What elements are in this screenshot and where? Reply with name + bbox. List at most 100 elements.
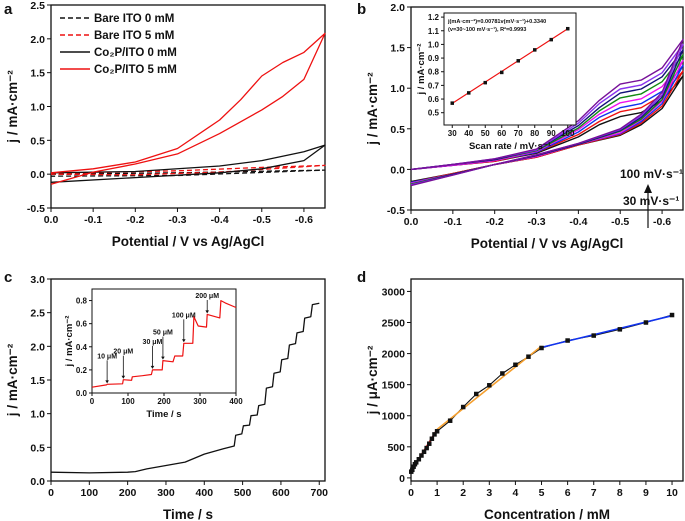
data-point [429, 436, 435, 441]
data-point [419, 453, 424, 458]
legend-label: Co₂P/ITO 0 mM [94, 47, 177, 59]
y-tick-label: 500 [387, 442, 405, 454]
x-tick-label: 5 [539, 487, 545, 499]
y-axis-label: j / μA·cm⁻² [365, 345, 380, 415]
inset-low-concentration: 0 100 200 300 400 0.0 0.2 0.4 0.6 0.8 Time / s j / … [64, 288, 243, 420]
data-point [416, 456, 422, 462]
inset-current-curve [91, 300, 237, 388]
panel-a-cv-comparison: a0.0 -0.1 -0.2 -0.3 -0.4 -0.5 -0.6-0.50.00.51.… [4, 0, 326, 249]
cv-curve-100-mv-s [410, 38, 684, 187]
y-tick-label: 1.1 [428, 27, 440, 36]
legend: Bare ITO 0 mM Bare ITO 5 mM Co₂P/ITO 0 mM C… [60, 13, 177, 76]
y-tick-label: 0.8 [76, 297, 88, 306]
addition-label: 100 μM [172, 312, 196, 319]
y-tick-label: 1.0 [428, 40, 440, 49]
annotation-100-mv-s: 100 mV·s⁻¹ [620, 167, 683, 181]
y-tick-label: 0.5 [30, 442, 45, 454]
fit-line [436, 345, 542, 431]
y-axis-label: j / mA·cm⁻² [64, 316, 75, 368]
x-tick-label: 600 [272, 487, 290, 499]
y-axis-label: j / mA·cm⁻² [365, 72, 380, 146]
fit-range-r2: (v=30~100 mV·s⁻¹), R²=0.9993 [448, 26, 526, 33]
panel-d-calibration: d 0 1 2 3 4 5 6 7 8 9 10 0 500 1000 1500 2000 2500 3000 Con… [357, 269, 684, 521]
fit-line [541, 314, 673, 349]
data-point [427, 441, 432, 446]
panel-label: b [357, 1, 366, 18]
legend-label: Bare ITO 5 mM [94, 30, 174, 42]
x-tick-label: 100 [81, 487, 99, 499]
x-tick-label: -0.6 [653, 216, 671, 228]
cv-curve [50, 164, 326, 176]
y-tick-label: 0.5 [390, 124, 405, 136]
legend-label: Bare ITO 0 mM [94, 13, 174, 25]
addition-label: 10 μM [97, 353, 117, 360]
y-tick-label: 2.5 [30, 0, 45, 12]
x-tick-label: 700 [310, 487, 328, 499]
cv-curve [50, 32, 326, 185]
x-axis-label: Concentration / mM [484, 507, 610, 521]
data-point [434, 429, 440, 434]
x-tick-label: 100 [561, 129, 575, 138]
x-tick-label: -0.3 [527, 216, 545, 228]
y-tick-label: 0.5 [428, 109, 440, 118]
y-tick-label: 0 [399, 473, 405, 485]
fit-equation: j(mA·cm⁻²)=0.00781v(mV·s⁻¹)+0.3340 [447, 18, 546, 25]
data-point [410, 467, 415, 473]
data-point [539, 345, 544, 351]
inset-linear-fit: 30 40 50 60 70 80 90 100 0.5 0.6 0.7 0.8 0.9 1.0 1.1 1.… [416, 12, 577, 152]
panel-label: d [357, 269, 366, 286]
arrow-head-icon [121, 375, 126, 379]
y-axis-label: j / mA·cm⁻² [5, 343, 20, 417]
y-tick-label: 0.7 [428, 81, 440, 90]
arrow-head-icon [205, 310, 209, 314]
data-point [669, 312, 675, 318]
x-tick-label: -0.2 [486, 216, 504, 228]
annotation-30-mv-s: 30 mV·s⁻¹ [623, 194, 679, 208]
y-tick-label: 0.2 [76, 366, 88, 375]
x-tick-label: 7 [591, 487, 597, 499]
x-tick-label: 10 [666, 487, 678, 499]
y-tick-label: 1500 [382, 380, 406, 392]
data-point [500, 70, 504, 75]
addition-label: 50 μM [153, 330, 173, 337]
addition-label: 200 μM [195, 293, 219, 300]
x-tick-label: 100 [121, 397, 135, 406]
x-axis-label: Potential / V vs Ag/AgCl [112, 234, 265, 249]
x-tick-label: -0.4 [211, 214, 229, 226]
data-point [474, 391, 479, 397]
x-tick-label: 40 [464, 129, 473, 138]
x-tick-label: -0.2 [126, 214, 144, 226]
x-tick-label: 8 [617, 487, 623, 499]
data-point [487, 383, 492, 388]
x-tick-label: -0.6 [295, 214, 313, 226]
plot-frame [443, 12, 577, 126]
y-tick-label: 0.9 [428, 54, 440, 63]
fit-line [451, 28, 569, 104]
x-tick-label: 70 [514, 129, 523, 138]
y-tick-label: -0.5 [27, 203, 45, 215]
x-axis-label: Potential / V vs Ag/AgCl [471, 236, 624, 251]
data-point [500, 371, 505, 376]
inset-background [444, 13, 576, 125]
data-point [549, 37, 553, 42]
inset-background [92, 289, 236, 393]
panel-b-scan-rate: b0.0 -0.1 -0.2 -0.3 -0.4 -0.5 -0.6-0.50.00.51.… [357, 1, 684, 251]
y-tick-label: 0.8 [428, 68, 440, 77]
data-point [526, 354, 531, 359]
panel-c-amperometry: c 0 100 200 300 400 500 600 700 0.0 0.5 1.0 1.5 2.0 2.… [4, 269, 328, 521]
y-tick-label: 0.0 [30, 476, 45, 488]
arrow-head-icon [150, 365, 155, 369]
x-tick-label: 400 [229, 397, 243, 406]
y-axis-label: j / mA·cm⁻² [5, 70, 20, 144]
data-point [413, 460, 419, 465]
data-point [432, 432, 437, 437]
data-point [460, 404, 466, 410]
x-tick-label: 80 [530, 129, 539, 138]
plot-frame [50, 4, 326, 209]
x-tick-label: 60 [497, 129, 506, 138]
plot-frame [410, 278, 684, 482]
y-tick-label: 2.0 [30, 341, 45, 353]
data-point [450, 101, 454, 105]
x-tick-label: 4 [512, 487, 518, 499]
y-tick-label: 0.4 [76, 343, 88, 352]
